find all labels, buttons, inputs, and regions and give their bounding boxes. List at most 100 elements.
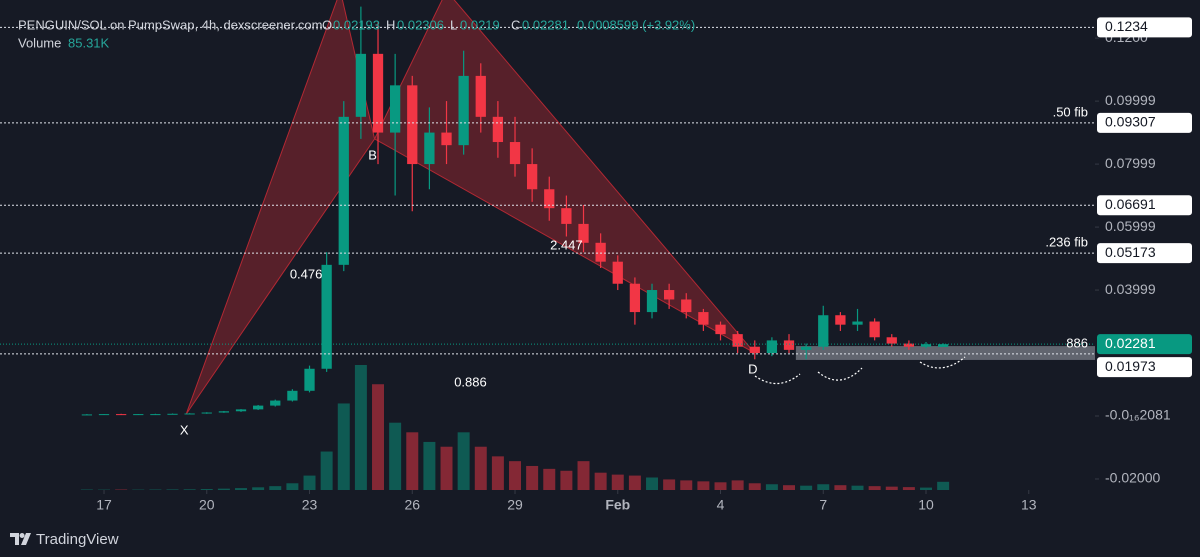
volume-bar bbox=[663, 479, 676, 490]
price-box bbox=[1097, 243, 1192, 264]
candle-body bbox=[492, 116, 504, 143]
volume-bar bbox=[440, 446, 453, 490]
volume-bar bbox=[235, 488, 248, 490]
x-tick-label: 4 bbox=[717, 497, 725, 513]
logo: TradingView bbox=[10, 531, 119, 548]
candle-body bbox=[835, 315, 846, 325]
volume-bar bbox=[697, 481, 710, 490]
volume-bar bbox=[320, 451, 333, 490]
candle-body bbox=[800, 346, 812, 350]
candle-body bbox=[184, 413, 195, 415]
y-tick-label: -0.02000 bbox=[1105, 470, 1160, 486]
candle-body bbox=[886, 337, 897, 344]
volume-bar bbox=[577, 461, 590, 490]
candle-body bbox=[441, 132, 452, 146]
volume-bar bbox=[834, 485, 847, 490]
x-tick-label: 29 bbox=[507, 497, 523, 513]
x-tick-label: 10 bbox=[918, 497, 934, 513]
volume-bar bbox=[594, 472, 607, 490]
arc bbox=[754, 373, 801, 385]
y-tick-label: 0.05999 bbox=[1105, 218, 1156, 234]
y-tick-label: 0.09999 bbox=[1105, 92, 1156, 108]
x-tick-label: 23 bbox=[302, 497, 318, 513]
candle-body bbox=[458, 75, 469, 146]
volume-bar bbox=[783, 485, 796, 490]
candle-body bbox=[766, 340, 778, 354]
footer-brand: TradingView bbox=[36, 531, 119, 548]
candle-body bbox=[270, 400, 281, 406]
pattern-point-label: D bbox=[748, 361, 757, 376]
candle-body bbox=[355, 53, 367, 117]
plot-area bbox=[0, 0, 1095, 490]
candle-body bbox=[527, 164, 538, 190]
price-label: 0.06691 bbox=[1105, 196, 1156, 212]
candle-body bbox=[852, 321, 863, 325]
candle-body bbox=[681, 299, 692, 313]
volume-label: Volume bbox=[18, 35, 61, 50]
volume-value: 85.31K bbox=[68, 35, 110, 50]
volume-bar bbox=[611, 474, 624, 490]
fib-note: .236 fib bbox=[1045, 235, 1088, 250]
candle-body bbox=[372, 53, 384, 133]
volume-bar bbox=[920, 487, 933, 490]
candle-body bbox=[167, 413, 178, 415]
ohlc-key: L bbox=[450, 17, 457, 32]
pattern-point-label: B bbox=[368, 147, 377, 162]
volume-bar bbox=[389, 422, 402, 490]
ohlc-value: 0.02281 bbox=[522, 17, 569, 32]
candle-body bbox=[475, 75, 486, 117]
candle-body bbox=[749, 346, 760, 354]
arc bbox=[817, 367, 863, 381]
volume-bar bbox=[337, 403, 350, 490]
volume-bar bbox=[560, 470, 573, 490]
volume-bar bbox=[406, 432, 419, 490]
candle-body bbox=[732, 334, 743, 347]
candle-body bbox=[133, 414, 144, 416]
price-box bbox=[1097, 357, 1192, 378]
candle-body bbox=[578, 223, 589, 243]
candle-body bbox=[424, 132, 435, 165]
y-tick-label: 0.03999 bbox=[1105, 281, 1156, 297]
candle-body bbox=[561, 208, 572, 224]
y-tick-label: 0.07999 bbox=[1105, 155, 1156, 171]
candle-body bbox=[304, 368, 315, 391]
volume-bar bbox=[423, 441, 436, 490]
volume-bar bbox=[269, 486, 282, 490]
candle-body bbox=[235, 409, 247, 412]
candle-body bbox=[201, 412, 212, 414]
volume-bar bbox=[800, 485, 813, 490]
volume-bar bbox=[937, 481, 950, 490]
volume-bar bbox=[748, 483, 761, 490]
volume-bar bbox=[286, 483, 299, 490]
volume-bar bbox=[509, 461, 522, 490]
current-price-box bbox=[1097, 334, 1192, 355]
price-box bbox=[1097, 17, 1192, 38]
ohlc-key: H bbox=[386, 17, 395, 32]
ohlc-key: C bbox=[511, 17, 520, 32]
volume-bar bbox=[543, 468, 556, 490]
candle-body bbox=[612, 261, 623, 284]
pattern-point-label: X bbox=[180, 423, 189, 438]
candle-body bbox=[287, 390, 298, 401]
price-label: 0.05173 bbox=[1105, 244, 1156, 260]
harmonic-pattern bbox=[373, 0, 756, 354]
volume-bar bbox=[817, 484, 830, 490]
zone bbox=[795, 346, 1095, 360]
chart-title: PENGUIN/SOL on PumpSwap, 4h, dexscreener… bbox=[18, 17, 322, 32]
price-label: 0.01973 bbox=[1105, 358, 1156, 374]
x-tick-label: 13 bbox=[1021, 497, 1037, 513]
candle-body bbox=[937, 344, 949, 347]
volume-bar bbox=[217, 488, 230, 490]
y-tick-label: -0.0₁₆2081 bbox=[1105, 407, 1171, 423]
x-tick-label: Feb bbox=[605, 497, 630, 513]
ratio-label: 2.447 bbox=[550, 237, 583, 252]
x-tick-label: 7 bbox=[819, 497, 827, 513]
volume-bar bbox=[457, 432, 470, 490]
candle-body bbox=[253, 405, 264, 410]
cup-arcs bbox=[754, 356, 966, 385]
price-box bbox=[1097, 195, 1192, 216]
ohlc-value: 0.02306 bbox=[397, 17, 444, 32]
volume-bar bbox=[372, 384, 385, 490]
candle-body bbox=[715, 324, 726, 335]
